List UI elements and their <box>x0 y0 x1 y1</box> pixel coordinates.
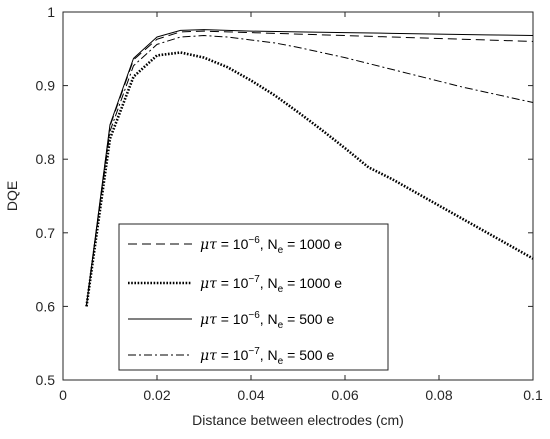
series-lines <box>85 29 534 307</box>
legend-label-3: μτ = 10−6, Ne = 500 e <box>200 310 334 331</box>
x-tick-label: 0.06 <box>331 387 358 403</box>
legend: μτ = 10−6, Ne = 1000 e μτ = 10−7, Ne = 10… <box>118 223 389 371</box>
legend-label-1: μτ = 10−6, Ne = 1000 e <box>200 235 342 256</box>
y-tick-label: 0.8 <box>36 151 56 167</box>
x-axis-label: Distance between electrodes (cm) <box>192 412 404 428</box>
series-line-3 <box>86 29 534 305</box>
x-tick-label: 0.04 <box>237 387 264 403</box>
x-tick-label: 0.08 <box>425 387 452 403</box>
x-tick-label: 0.1 <box>523 387 543 403</box>
series-line-1 <box>86 30 534 305</box>
y-tick-label: 0.5 <box>36 372 56 388</box>
x-tick-label: 0 <box>59 387 67 403</box>
series-line-2 <box>85 51 534 307</box>
axis-ticks: 0 0.02 0.04 0.06 0.08 0.1 0.5 0.6 0.7 0.8 0.9 1 <box>36 4 543 403</box>
y-tick-label: 0.7 <box>36 225 56 241</box>
y-tick-label: 0.6 <box>36 298 56 314</box>
legend-label-4: μτ = 10−7, Ne = 500 e <box>200 346 334 367</box>
series-line-4 <box>86 35 534 306</box>
y-tick-label: 0.9 <box>36 78 56 94</box>
legend-box <box>118 223 389 371</box>
x-tick-label: 0.02 <box>143 387 170 403</box>
legend-label-2: μτ = 10−7, Ne = 1000 e <box>200 274 342 295</box>
y-tick-label: 1 <box>47 4 55 20</box>
y-axis-label: DQE <box>4 181 20 211</box>
